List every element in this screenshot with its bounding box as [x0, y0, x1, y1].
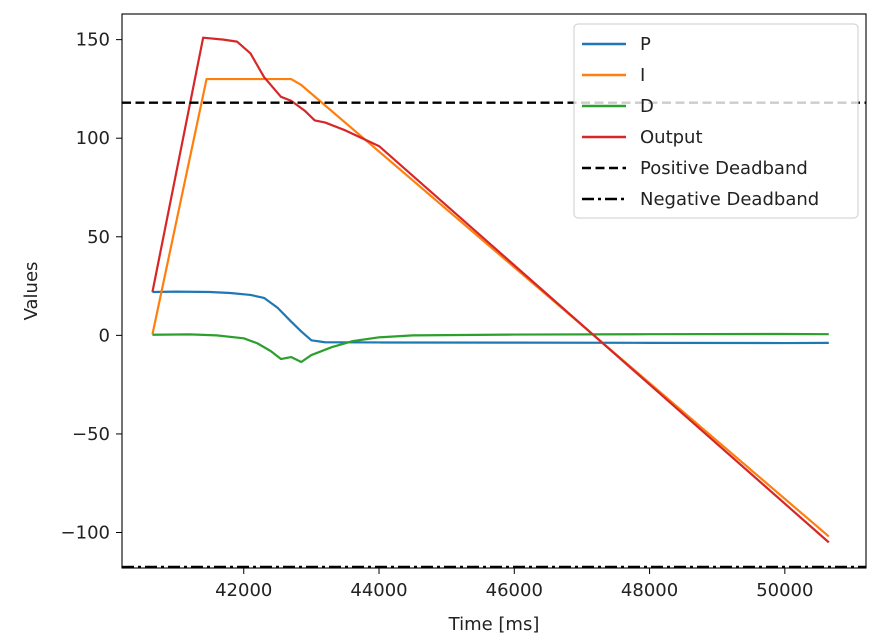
y-tick-label: 100 [76, 128, 110, 149]
series-line-output [151, 36, 830, 544]
plot-frame [121, 13, 867, 569]
series-line-p [152, 290, 829, 345]
series-lines [122, 36, 866, 568]
plot-area [122, 36, 866, 568]
y-axis-label: Values [21, 262, 42, 321]
legend-label-output: Output [640, 127, 703, 148]
axes: 42000 44000 46000 48000 50000 −100 −50 0 50 100 15… [21, 13, 867, 635]
legend-box [573, 23, 859, 219]
x-tick-label: 50000 [756, 580, 813, 601]
y-tick-label: −50 [72, 424, 110, 445]
legend-label-p: P [640, 34, 651, 55]
x-tick-label: 42000 [215, 580, 272, 601]
legend-label-d: D [640, 96, 654, 117]
series-line-i [151, 77, 830, 538]
y-tick-label: 50 [87, 227, 110, 248]
y-tick-label: 150 [76, 30, 110, 51]
series-line-d [152, 332, 829, 364]
legend-label-i: I [640, 65, 645, 86]
y-tick-label: 0 [99, 325, 110, 346]
legend-label-negative-deadband: Negative Deadband [640, 189, 819, 210]
x-tick-label: 48000 [621, 580, 678, 601]
y-tick-label: −100 [61, 523, 110, 544]
legend: PID Output Positive Deadband Negative Deadb… [573, 23, 859, 219]
x-tick-label: 44000 [350, 580, 407, 601]
legend-label-positive-deadband: Positive Deadband [640, 158, 808, 179]
x-tick-label: 46000 [486, 580, 543, 601]
x-axis-label: Time [ms] [448, 614, 540, 635]
